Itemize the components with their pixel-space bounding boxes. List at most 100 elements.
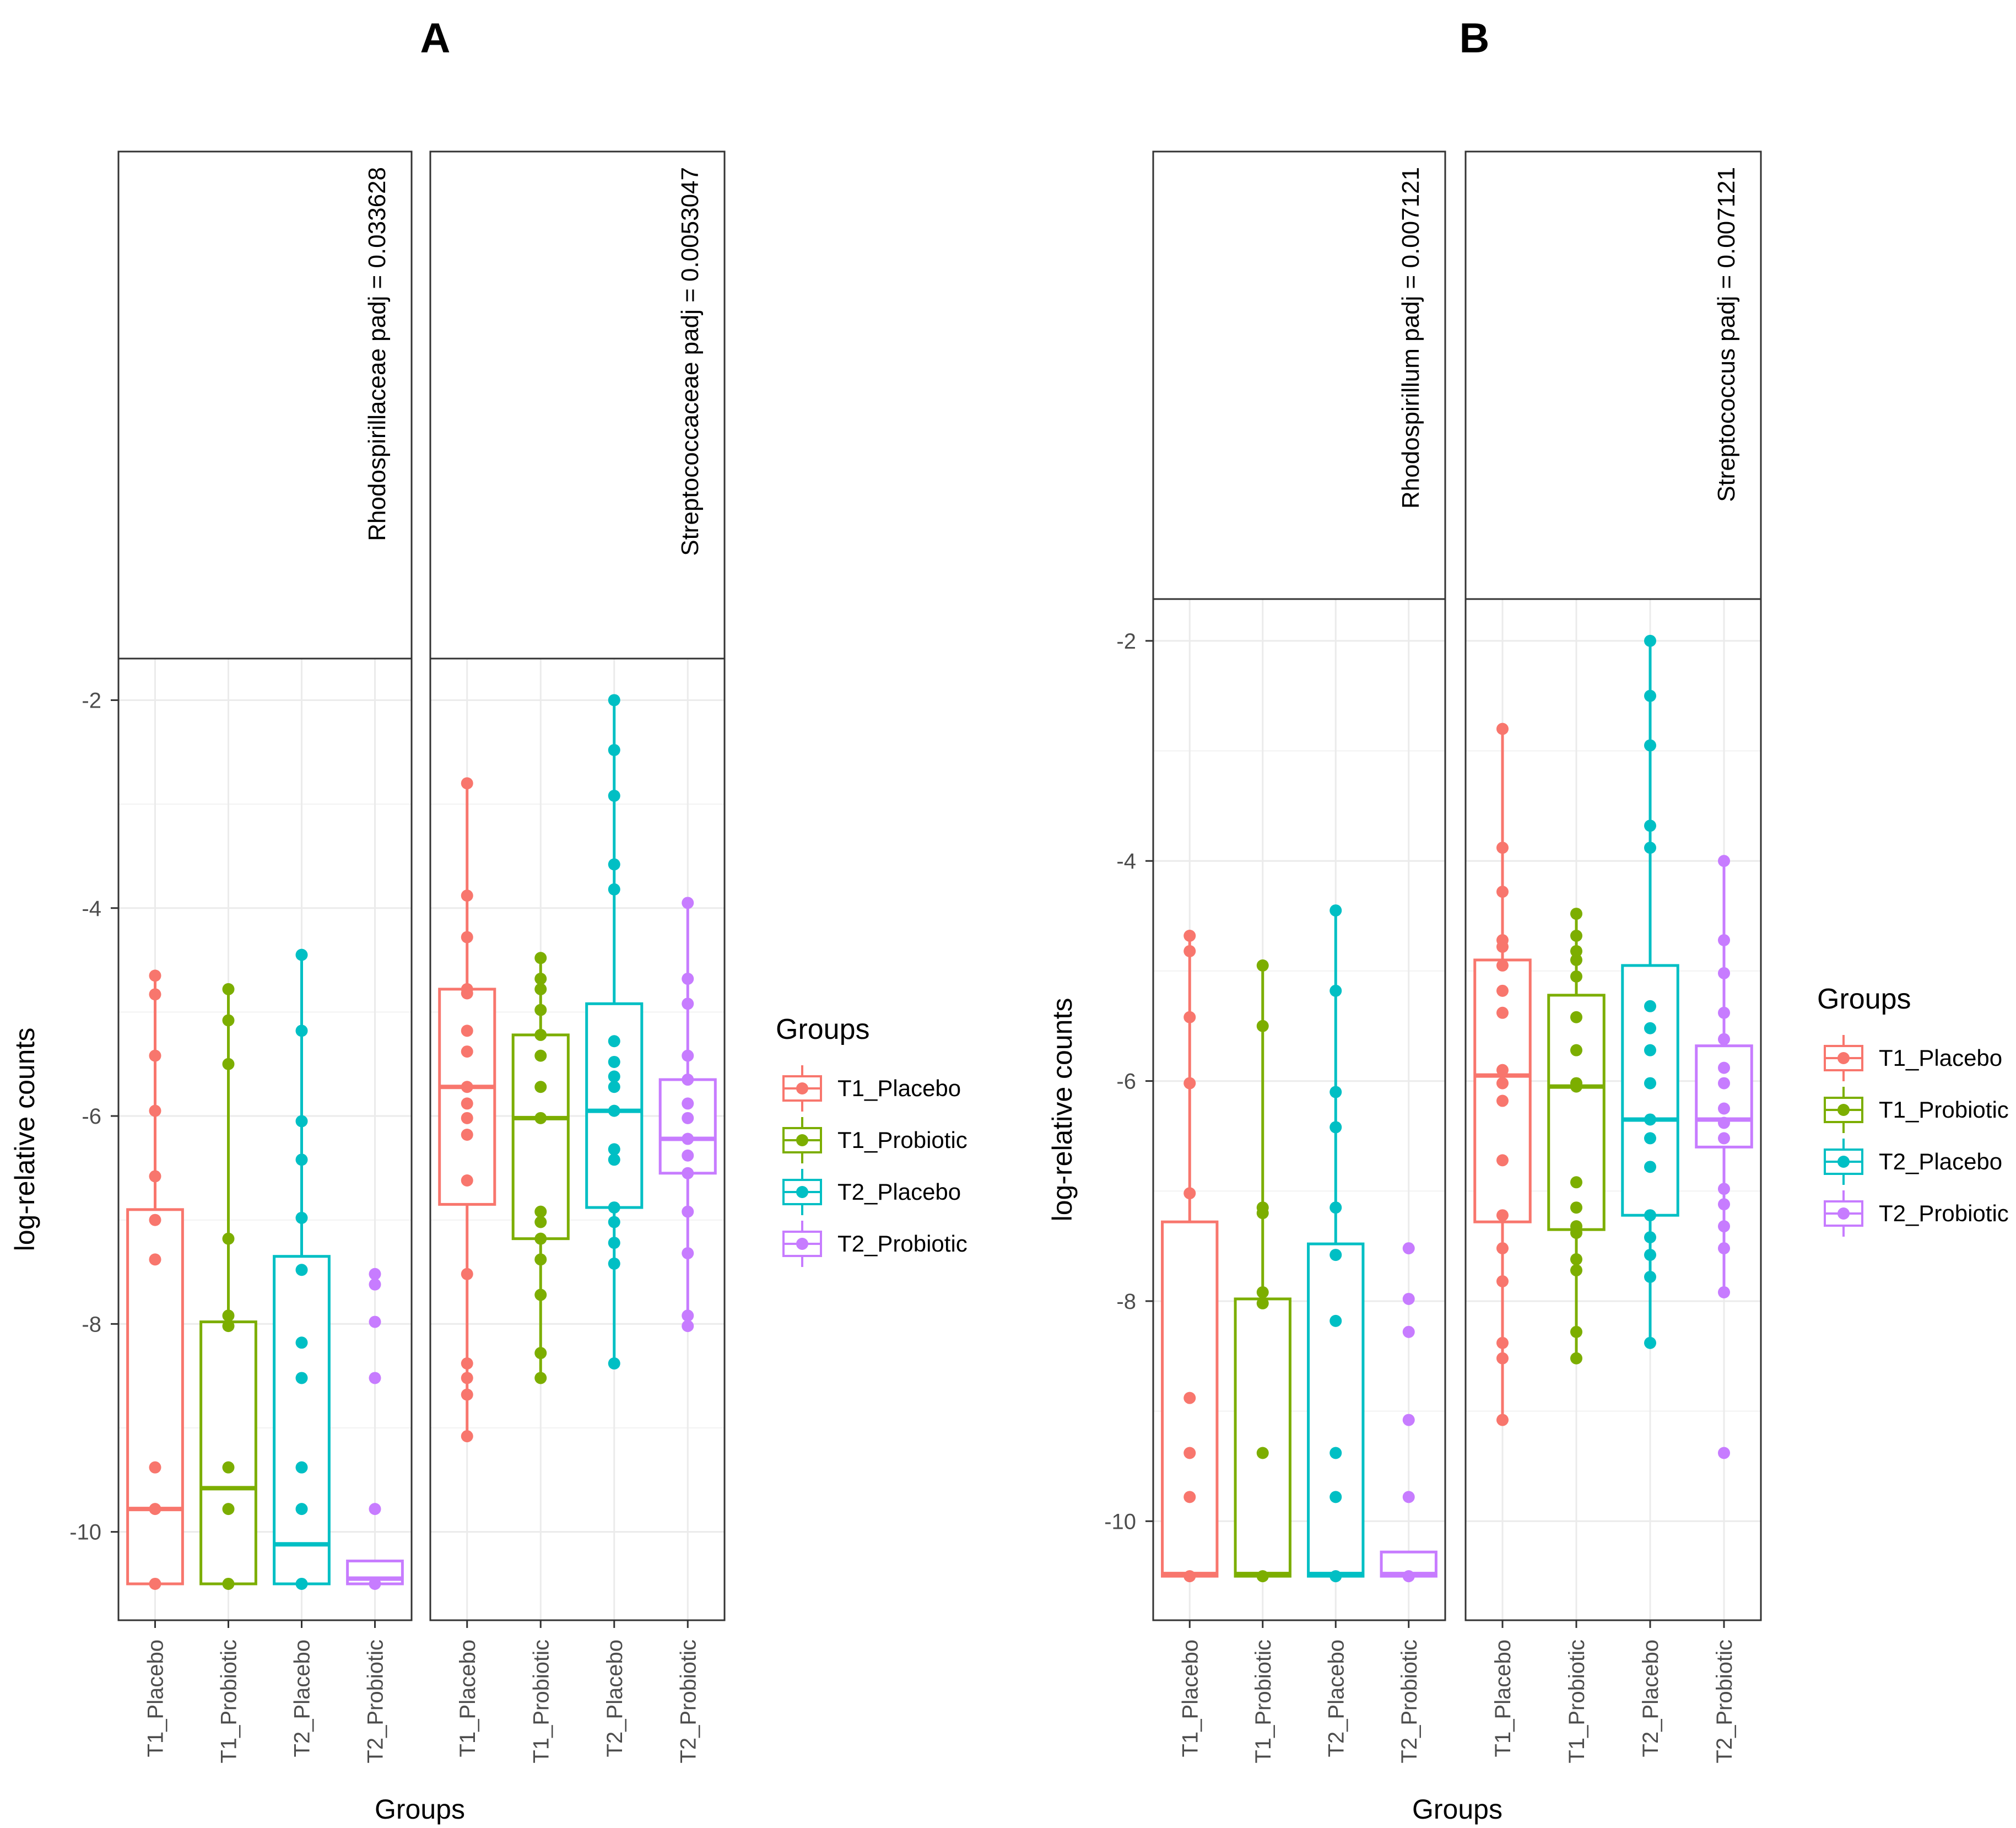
data-point [534,973,547,985]
data-point [1644,1132,1656,1145]
data-point [149,1503,161,1516]
data-point [149,1049,161,1062]
y-tick-label: -2 [82,688,101,713]
data-point [295,1577,308,1590]
data-point [1496,940,1509,953]
data-point [1644,1161,1656,1173]
group-t2-placebo [1307,904,1365,1583]
x-tick-label: T2_Placebo [1639,1640,1663,1757]
data-point [1402,1570,1415,1583]
data-point [1570,970,1582,983]
group-t2-probiotic [658,897,717,1333]
data-point [534,952,547,964]
group-t1-placebo [1161,930,1219,1583]
data-point [1329,1121,1342,1134]
data-point [369,1268,381,1280]
data-point [682,1167,694,1179]
data-point [295,948,308,961]
data-point [1329,1201,1342,1214]
data-point [461,1372,473,1384]
data-point [682,997,694,1010]
facet-strip-label: Streptococcus padj = 0.007121 [1713,167,1740,502]
x-tick-label: T2_Probiotic [364,1640,388,1764]
group-t1-probiotic [1234,959,1291,1583]
data-point [222,1320,235,1333]
data-point [682,1247,694,1260]
data-point [149,969,161,982]
data-point [1718,1033,1730,1045]
group-t2-placebo [273,948,331,1590]
box [1695,1044,1753,1148]
data-point [369,1577,381,1590]
data-point [1183,1491,1196,1503]
data-point [534,1288,547,1301]
data-point [608,1035,620,1048]
data-point [1329,1491,1342,1503]
data-point [1570,1264,1582,1277]
legend-key [782,1117,822,1163]
facet-strip [1152,150,1446,600]
data-point [682,1097,694,1110]
data-point [608,1357,620,1370]
legend-label: T1_Probiotic [1879,1097,2009,1123]
data-point [534,1232,547,1245]
data-point [1718,1198,1730,1211]
legend-key [1824,1087,1863,1133]
data-point [1718,1102,1730,1115]
data-point [1496,959,1509,972]
data-point [222,1577,235,1590]
data-point [222,1058,235,1070]
data-point [1496,1077,1509,1090]
x-tick-label: T1_Probiotic [529,1640,553,1764]
y-tick-label: -10 [1104,1509,1136,1534]
box [438,988,496,1206]
group-t2-placebo [1621,634,1679,1349]
y-axis-title: log-relative counts [9,1028,40,1252]
data-point [295,1115,308,1128]
data-point [369,1278,381,1291]
data-point [1718,1183,1730,1195]
data-point [1256,959,1269,972]
data-point [682,1320,694,1333]
data-point [682,973,694,985]
data-point [1570,1227,1582,1239]
data-point [1496,722,1509,735]
data-point [1329,1249,1342,1261]
facet-strip-label: Rhodospirillum padj = 0.007121 [1397,167,1424,509]
group-t1-probiotic [199,983,257,1590]
x-tick-label: T1_Placebo [1178,1640,1202,1757]
facet-strip [117,150,413,660]
facet-strip [1464,150,1762,600]
data-point [534,983,547,995]
data-point [608,790,620,802]
data-point [1718,1220,1730,1233]
data-point [534,1205,547,1218]
facet-2: Streptococcus padj = 0.007121 T1_Placebo T… [1464,150,1762,1764]
data-point [1183,1570,1196,1583]
legend-label: T1_Placebo [1879,1045,2002,1071]
data-point [1718,1286,1730,1298]
legend-title: Groups [776,1013,870,1045]
data-point [608,1237,620,1249]
data-point [1329,1447,1342,1459]
y-axis-title: log-relative counts [1047,998,1078,1222]
data-point [1183,930,1196,942]
data-point [608,1055,620,1068]
data-point [1718,1061,1730,1074]
data-point [1183,1187,1196,1200]
data-point [1570,1352,1582,1365]
legend-key-point [796,1238,808,1250]
data-point [369,1315,381,1328]
data-point [1570,908,1582,920]
data-point [1496,1414,1509,1426]
box [199,1320,257,1586]
x-tick-label: T2_Probiotic [676,1640,700,1764]
data-point [461,1388,473,1401]
x-tick-label: T2_Probiotic [1712,1640,1737,1764]
data-point [1402,1325,1415,1338]
data-point [1718,855,1730,867]
data-point [461,987,473,1000]
data-point [608,1216,620,1228]
data-point [1183,1447,1196,1459]
